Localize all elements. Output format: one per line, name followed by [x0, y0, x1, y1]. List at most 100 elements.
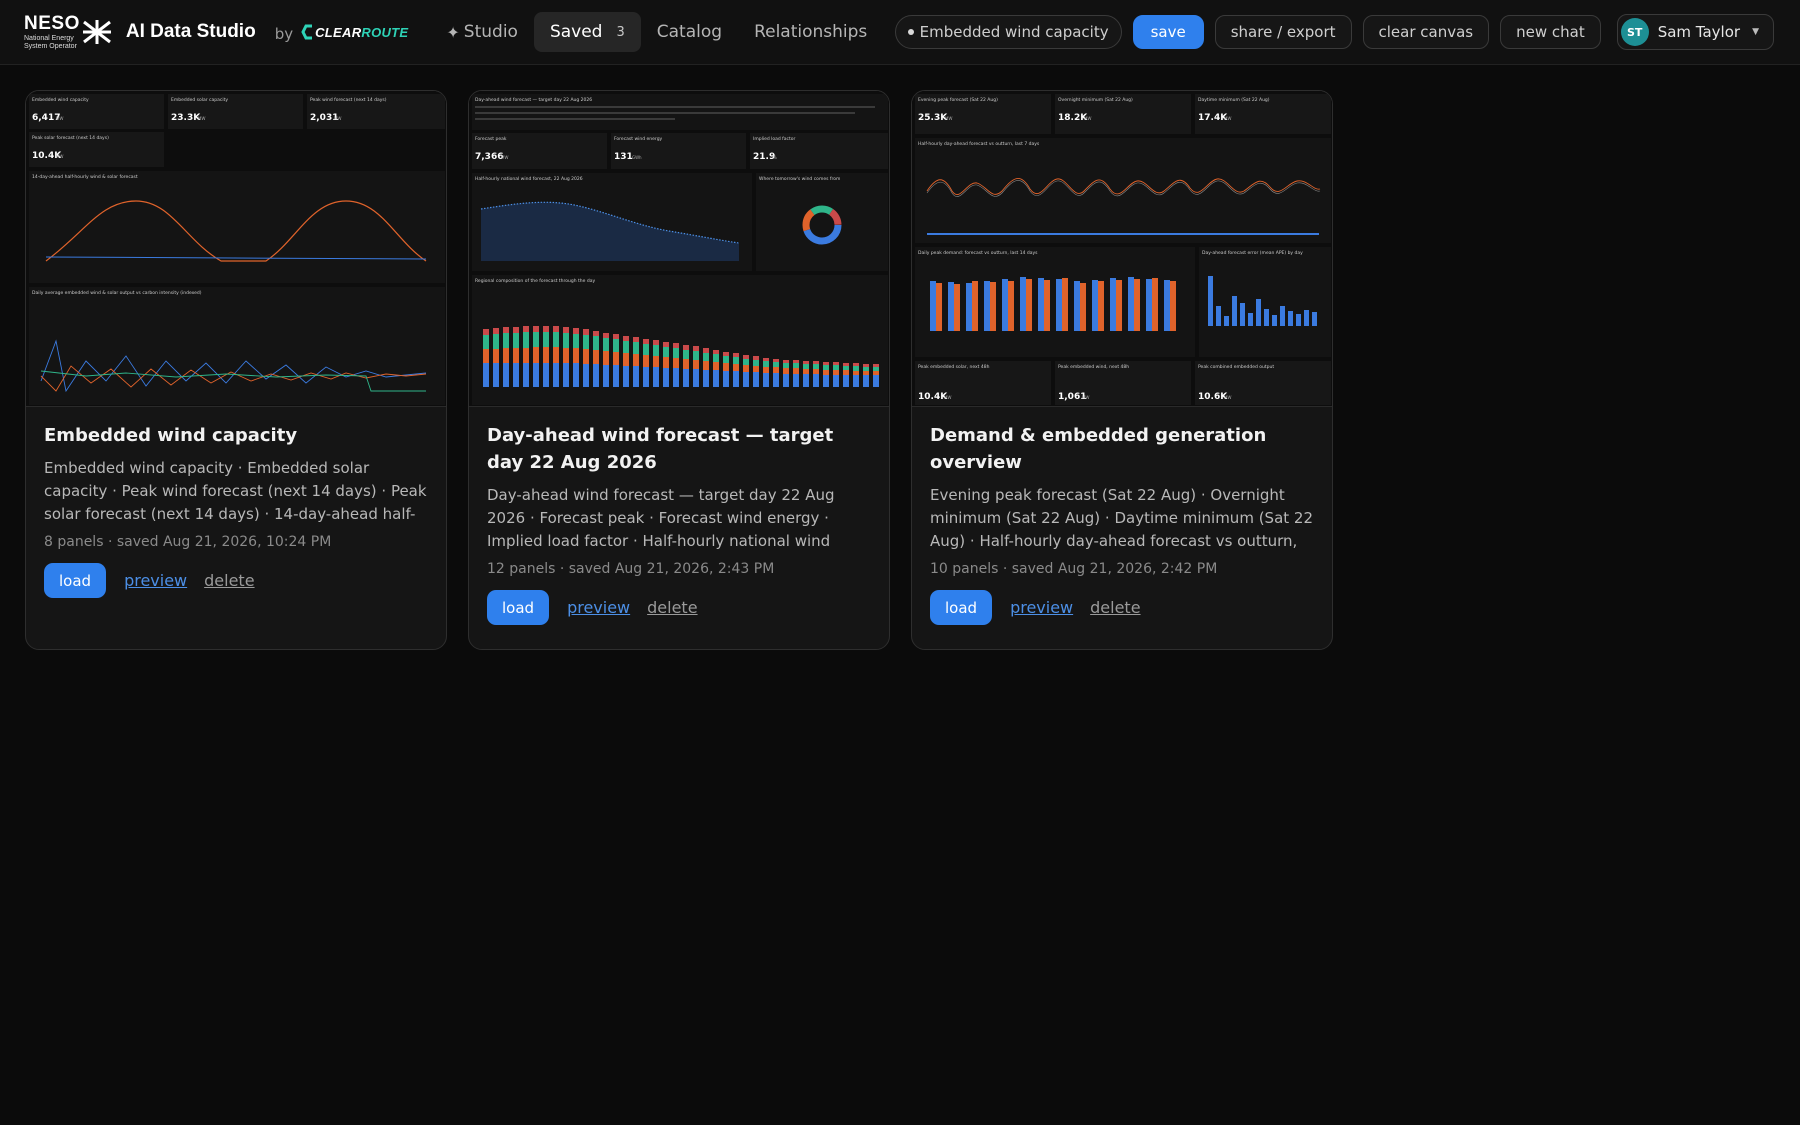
card-meta: 8 panels · saved Aug 21, 2026, 10:24 PM [44, 534, 332, 550]
thumb3-kpi5-value: 1,061 [1058, 392, 1086, 402]
thumb1-kpi1-label: Embedded wind capacity [32, 97, 89, 103]
card-description: Evening peak forecast (Sat 22 Aug) · Ove… [930, 486, 1313, 550]
card-actions: load preview delete [487, 590, 871, 625]
thumb3-kpi6-unit: MW [1224, 395, 1231, 400]
load-button[interactable]: load [930, 590, 993, 625]
thumb2-kpi1-label: Forecast peak [475, 136, 507, 142]
neso-wordmark: NESO [24, 12, 80, 34]
toolbar-actions: Embedded wind capacity save share / expo… [884, 14, 1774, 50]
top-bar: NESO National Energy System Operator AI … [0, 0, 1800, 65]
card-actions: load preview delete [44, 563, 428, 598]
thumbnail-dashboard-1: Embedded wind capacity 6,417 MW Embedded… [26, 91, 446, 406]
tab-saved-label: Saved [549, 22, 603, 42]
thumb1-kpi4-value: 10.4K [32, 151, 62, 161]
thumb3-kpi3-unit: MW [1224, 116, 1231, 121]
thumb3-panel2-title: Daily peak demand: forecast vs outturn, … [918, 250, 1038, 256]
neso-logo[interactable]: NESO National Energy System Operator [24, 14, 112, 50]
saved-card: Embedded wind capacity 6,417 MW Embedded… [25, 90, 447, 650]
thumb3-kpi3-value: 17.4K [1198, 113, 1228, 123]
clear-canvas-button[interactable]: clear canvas [1362, 15, 1490, 49]
thumb3-kpi4-value: 10.4K [918, 392, 948, 402]
thumb3-kpi6-value: 10.6K [1198, 392, 1228, 402]
saved-count-badge: 3 [616, 24, 625, 40]
card-title: Day-ahead wind forecast — target day 22 … [487, 425, 834, 473]
thumb2-kpi2-unit: GWh [632, 155, 642, 160]
delete-link[interactable]: delete [204, 571, 255, 590]
thumbnail-dashboard-3: Evening peak forecast (Sat 22 Aug) 25.3K… [912, 91, 1332, 406]
thumb2-header: Day-ahead wind forecast — target day 22 … [475, 97, 592, 103]
card-thumbnail[interactable]: Day-ahead wind forecast — target day 22 … [469, 91, 889, 407]
user-menu[interactable]: ST Sam Taylor ▼ [1616, 14, 1774, 50]
preview-link[interactable]: preview [124, 571, 188, 590]
thumb1-kpi4-unit: MW [56, 154, 63, 159]
tab-relationships[interactable]: Relationships [754, 22, 868, 42]
thumb1-panel1-title: 14-day-ahead half-hourly wind & solar fo… [32, 174, 138, 180]
share-export-button[interactable]: share / export [1214, 15, 1352, 49]
thumb3-kpi2-label: Overnight minimum (Sat 22 Aug) [1058, 97, 1133, 103]
thumb2-kpi3-value: 21.9 [753, 152, 775, 162]
thumb1-kpi3-unit: MW [334, 116, 341, 121]
thumb2-panel1-title: Half-hourly national wind forecast, 22 A… [475, 176, 583, 182]
card-title: Embedded wind capacity [44, 425, 298, 446]
card-meta: 12 panels · saved Aug 21, 2026, 2:43 PM [487, 561, 775, 577]
clearroute-mark-icon [301, 24, 313, 40]
thumb1-kpi1-value: 6,417 [32, 113, 60, 123]
thumb3-grouped-bars [930, 277, 1176, 331]
thumb3-panel1-title: Half-hourly day-ahead forecast vs outtur… [918, 141, 1040, 147]
new-chat-button[interactable]: new chat [1500, 15, 1601, 49]
clearroute-route: ROUTE [361, 24, 409, 40]
tab-catalog[interactable]: Catalog [656, 22, 723, 42]
card-actions: load preview delete [930, 590, 1314, 625]
delete-link[interactable]: delete [1090, 598, 1141, 617]
clearroute-logo: CLEARROUTE [301, 24, 408, 40]
active-context-chip[interactable]: Embedded wind capacity [894, 15, 1122, 49]
load-button[interactable]: load [487, 590, 550, 625]
thumb1-kpi2-label: Embedded solar capacity [171, 97, 228, 103]
clearroute-clear: CLEAR [315, 24, 362, 40]
neso-subtitle: National Energy System Operator [24, 34, 77, 50]
thumb3-panel3-title: Day-ahead forecast error (mean APE) by d… [1202, 250, 1303, 256]
card-description: Day-ahead wind forecast — target day 22 … [487, 486, 835, 550]
union-flag-icon [82, 20, 111, 44]
card-meta: 10 panels · saved Aug 21, 2026, 2:42 PM [930, 561, 1218, 577]
preview-link[interactable]: preview [1010, 598, 1074, 617]
thumb2-kpi2-label: Forecast wind energy [614, 136, 663, 142]
dot-icon [907, 29, 914, 35]
thumb3-kpi5-label: Peak embedded wind, next 48h [1058, 364, 1129, 370]
save-button[interactable]: save [1132, 15, 1204, 49]
load-button[interactable]: load [44, 563, 107, 598]
card-title: Demand & embedded generation overview [930, 425, 1267, 473]
thumb3-error-bars [1208, 276, 1317, 326]
tab-studio-label: Studio [463, 22, 518, 42]
thumb2-panel2-title: Where tomorrow's wind comes from [759, 176, 840, 182]
thumb3-kpi3-label: Daytime minimum (Sat 22 Aug) [1198, 97, 1270, 103]
thumb1-kpi1-unit: MW [56, 116, 63, 121]
tab-saved[interactable]: Saved 3 [533, 12, 641, 52]
thumbnail-dashboard-2: Day-ahead wind forecast — target day 22 … [469, 91, 889, 406]
thumb3-kpi2-value: 18.2K [1058, 113, 1088, 123]
card-thumbnail[interactable]: Evening peak forecast (Sat 22 Aug) 25.3K… [912, 91, 1332, 407]
card-description: Embedded wind capacity · Embedded solar … [44, 459, 427, 523]
delete-link[interactable]: delete [647, 598, 698, 617]
thumb3-kpi4-unit: MW [944, 395, 951, 400]
thumb2-kpi2-value: 131 [614, 152, 633, 162]
app-title: AI Data Studio [125, 21, 256, 42]
thumb3-kpi1-value: 25.3K [918, 113, 948, 123]
sparkle-icon: ✦ [446, 22, 460, 42]
thumb2-kpi3-label: Implied load factor [753, 136, 796, 142]
thumb2-kpi1-value: 7,366 [475, 152, 503, 162]
thumb2-stacked-bars [483, 326, 879, 387]
tab-studio[interactable]: ✦ Studio [430, 12, 534, 52]
thumb1-kpi2-unit: MW [198, 116, 205, 121]
thumb2-kpi3-unit: % [773, 155, 777, 160]
chevron-down-icon: ▼ [1752, 27, 1759, 37]
card-thumbnail[interactable]: Embedded wind capacity 6,417 MW Embedded… [26, 91, 446, 407]
thumb1-kpi4-label: Peak solar forecast (next 14 days) [32, 135, 109, 141]
by-label: by [274, 25, 294, 43]
preview-link[interactable]: preview [567, 598, 631, 617]
thumb3-kpi2-unit: MW [1084, 116, 1091, 121]
thumb2-kpi1-unit: MW [501, 155, 508, 160]
thumb1-kpi2-value: 23.3K [171, 113, 201, 123]
thumb1-panel2-title: Daily average embedded wind & solar outp… [32, 290, 202, 296]
saved-card: Evening peak forecast (Sat 22 Aug) 25.3K… [911, 90, 1333, 650]
